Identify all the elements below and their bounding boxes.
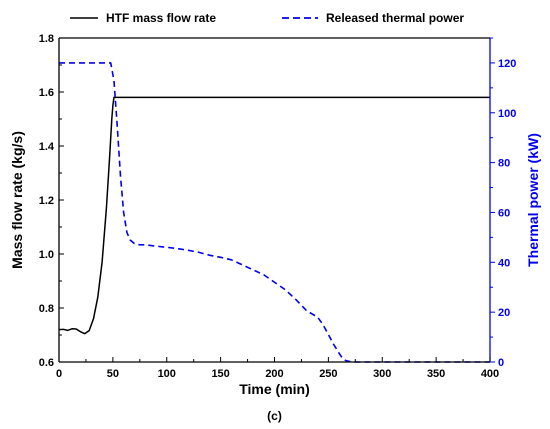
x-tick-label: 0 bbox=[56, 368, 62, 380]
ticks-layer: 0 50 100 150 200 250 300 350 4000.60.81.01.21.41… bbox=[39, 33, 517, 380]
y-right-tick-label: 20 bbox=[498, 307, 510, 319]
y-axis-right-title: Thermal power (kW) bbox=[525, 133, 541, 267]
y-right-tick-label: 40 bbox=[498, 257, 510, 269]
y-right-tick-label: 60 bbox=[498, 207, 510, 219]
y-left-tick-label: 1.2 bbox=[39, 195, 54, 207]
legend-label-thermal-power: Released thermal power bbox=[326, 11, 464, 25]
y-left-tick-label: 0.8 bbox=[39, 303, 54, 315]
x-tick-label: 350 bbox=[427, 368, 445, 380]
plot-frame bbox=[59, 38, 490, 362]
series-line-mass-flow bbox=[58, 96, 490, 335]
y-left-tick-label: 1.8 bbox=[39, 33, 54, 45]
x-tick-label: 150 bbox=[211, 368, 229, 380]
legend-label-mass-flow: HTF mass flow rate bbox=[106, 11, 216, 25]
x-axis-title: Time (min) bbox=[239, 381, 310, 397]
legend: HTF mass flow rate Released thermal powe… bbox=[70, 11, 464, 25]
subfigure-label: (c) bbox=[267, 409, 282, 423]
x-tick-label: 50 bbox=[107, 368, 119, 380]
y-right-tick-label: 0 bbox=[498, 357, 504, 369]
y-left-tick-label: 1.6 bbox=[39, 87, 54, 99]
x-tick-label: 100 bbox=[158, 368, 176, 380]
y-left-tick-label: 1.4 bbox=[39, 141, 55, 153]
y-axis-left-title: Mass flow rate (kg/s) bbox=[9, 131, 25, 269]
x-tick-label: 200 bbox=[265, 368, 283, 380]
y-left-tick-label: 1.0 bbox=[39, 249, 54, 261]
y-right-tick-label: 100 bbox=[498, 108, 516, 120]
y-right-tick-label: 120 bbox=[498, 58, 516, 70]
series-layer bbox=[58, 62, 490, 363]
y-left-tick-label: 0.6 bbox=[39, 357, 54, 369]
x-tick-label: 300 bbox=[373, 368, 391, 380]
series-line-thermal-power bbox=[59, 62, 490, 363]
y-right-tick-label: 80 bbox=[498, 158, 510, 170]
x-tick-label: 250 bbox=[319, 368, 337, 380]
x-tick-label: 400 bbox=[481, 368, 499, 380]
